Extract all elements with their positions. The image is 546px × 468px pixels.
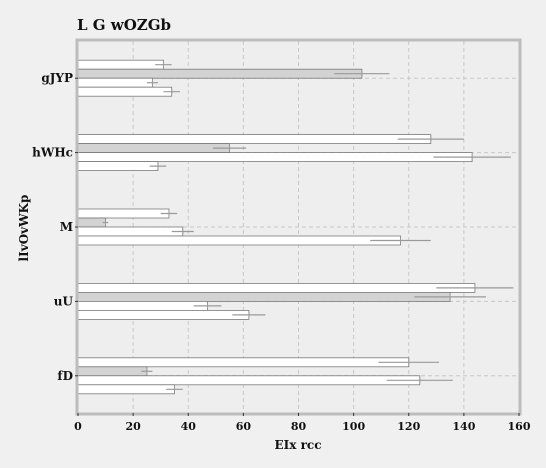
bar (77, 282, 476, 293)
x-tick-labels: 0 20 40 60 80 100 120 140 160 (74, 413, 531, 433)
y-axis-label: lIvOvWKp (17, 195, 31, 262)
x-tick-label: 60 (236, 420, 252, 433)
x-axis-label: EIx rcc (274, 438, 321, 452)
bar (77, 226, 184, 237)
x-tick-label: 160 (508, 420, 531, 433)
bar (77, 208, 170, 219)
error-bars-layer (102, 61, 514, 393)
y-tick-label: gJYP (41, 71, 73, 85)
bar (77, 86, 173, 97)
y-tick-label: uU (54, 294, 74, 308)
bar (77, 68, 363, 79)
bar (77, 309, 250, 320)
x-tick-label: 0 (74, 420, 82, 433)
bars-layer (77, 59, 476, 395)
bar (77, 235, 401, 246)
bar (77, 161, 159, 172)
bar (77, 366, 148, 377)
x-tick-label: 80 (291, 420, 307, 433)
bar (77, 152, 473, 163)
y-tick-label: fD (57, 369, 73, 383)
chart-title: L G wOZGb (77, 16, 171, 34)
bar (77, 357, 410, 368)
bar (77, 134, 432, 145)
x-tick-label: 140 (452, 420, 475, 433)
bar (77, 291, 451, 302)
x-tick-label: 40 (181, 420, 197, 433)
x-tick-label: 120 (397, 420, 420, 433)
x-tick-label: 100 (342, 420, 365, 433)
y-tick-label: M (60, 220, 73, 234)
y-tick-labels: gJYP hWHc MuU fD (32, 71, 78, 383)
bar (77, 217, 106, 228)
bar (77, 300, 208, 311)
bar (77, 375, 421, 386)
bar (77, 59, 164, 70)
x-tick-label: 20 (125, 420, 141, 433)
bar (77, 384, 175, 395)
bar (77, 143, 230, 154)
bar (77, 77, 153, 88)
y-tick-label: hWHc (32, 146, 73, 160)
